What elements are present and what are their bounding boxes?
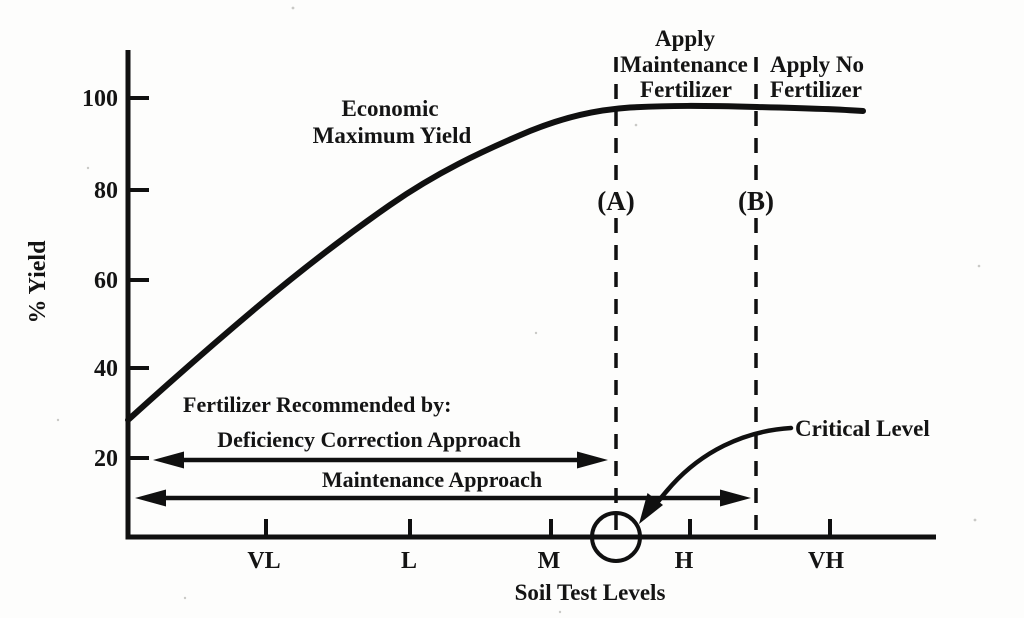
y-axis-tick-labels: 100 80 60 40 20	[82, 86, 118, 472]
x-axis-tick-labels: VL L M H VH	[247, 548, 844, 574]
curve-label-line1: Economic	[341, 96, 438, 121]
arrowhead-right	[577, 451, 608, 469]
deficiency-approach-label: Deficiency Correction Approach	[217, 427, 520, 452]
x-tick-label-h: H	[675, 548, 694, 574]
axes	[125, 50, 936, 540]
x-tick-label-vh: VH	[808, 548, 844, 574]
x-tick-label-vl: VL	[247, 548, 280, 574]
arrowhead-left	[153, 451, 184, 469]
maintenance-approach-arrow	[135, 489, 751, 507]
y-axis-ticks	[130, 96, 149, 460]
y-tick-label-60: 60	[94, 268, 118, 294]
y-tick-label-100: 100	[82, 86, 118, 112]
deficiency-approach-arrow	[153, 451, 608, 469]
critical-level-arrowhead	[639, 493, 663, 524]
x-axis-ticks	[264, 519, 832, 535]
curve-label-line2: Maximum Yield	[313, 123, 472, 148]
apply-maintenance-line1: Apply	[655, 26, 716, 51]
x-axis-title: Soil Test Levels	[515, 580, 666, 605]
apply-maintenance-label: Apply Maintenance Fertilizer	[620, 26, 748, 102]
marker-a-label: (A)	[597, 186, 634, 216]
y-tick-label-40: 40	[94, 356, 118, 382]
arrowhead-left	[135, 489, 166, 507]
marker-b-label: (B)	[738, 186, 774, 216]
apply-maintenance-line2: Maintenance	[620, 52, 748, 77]
y-tick-label-80: 80	[94, 178, 118, 204]
fertilizer-recommended-label: Fertilizer Recommended by:	[183, 392, 451, 417]
critical-level-annotation: Critical Level	[590, 416, 930, 563]
scan-speckles	[56, 6, 981, 614]
x-tick-label-l: L	[401, 548, 417, 574]
apply-no-line1: Apply No	[770, 52, 864, 77]
yield-response-curve	[125, 102, 866, 423]
apply-no-line2: Fertilizer	[770, 77, 862, 102]
curve-label: Economic Maximum Yield	[313, 96, 472, 148]
critical-level-label: Critical Level	[795, 416, 930, 441]
y-tick-label-20: 20	[94, 446, 118, 472]
arrowhead-right	[720, 489, 751, 507]
x-tick-label-m: M	[538, 548, 561, 574]
critical-level-circle	[590, 511, 642, 563]
apply-no-fertilizer-label: Apply No Fertilizer	[770, 52, 864, 102]
apply-maintenance-line3: Fertilizer	[640, 77, 732, 102]
maintenance-approach-label: Maintenance Approach	[322, 467, 542, 492]
y-axis-title: % Yield	[25, 240, 51, 324]
